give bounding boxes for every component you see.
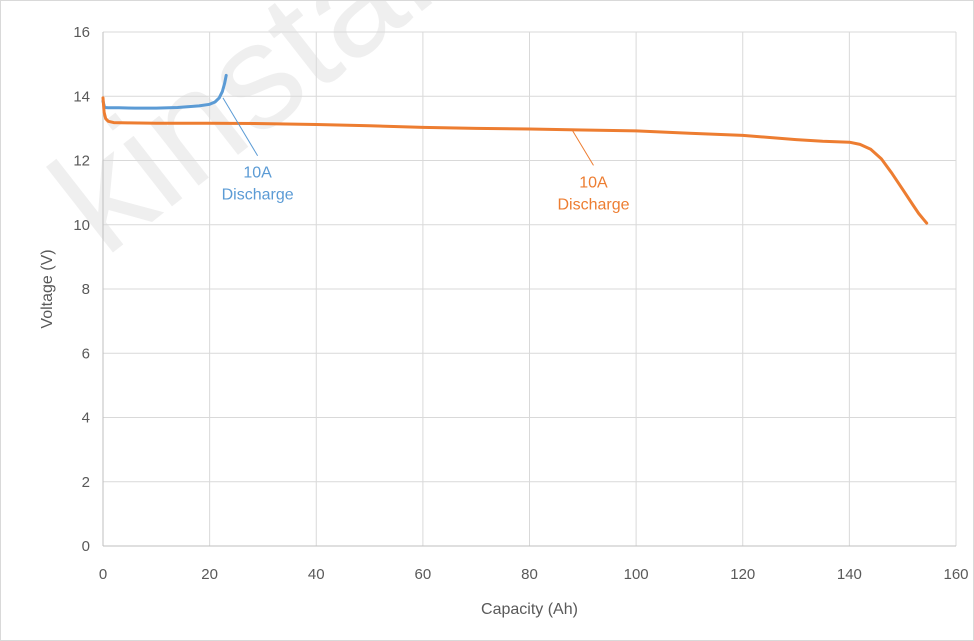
annotation-sublabel-2: Discharge: [557, 196, 629, 213]
y-tick-label: 0: [82, 538, 90, 555]
annotation-leader-2: [571, 129, 594, 166]
annotation-sublabel-1: Discharge: [222, 187, 294, 204]
x-tick-label: 20: [201, 566, 218, 583]
y-tick-label: 8: [82, 281, 90, 298]
y-tick-label: 6: [82, 345, 90, 362]
x-tick-label: 120: [730, 566, 755, 583]
x-tick-label: 140: [837, 566, 862, 583]
gridlines: [103, 31, 957, 546]
y-tick-label: 2: [82, 474, 90, 491]
x-tick-label: 100: [624, 566, 649, 583]
annotation-leader-1: [222, 97, 259, 156]
y-tick-label: 4: [82, 410, 90, 427]
y-tick-label: 10: [73, 217, 90, 234]
y-tick-label: 16: [73, 24, 90, 41]
y-tick-label: 14: [73, 88, 90, 105]
annotation-label-1: 10A: [243, 165, 272, 182]
x-axis-title: Capacity (Ah): [481, 601, 578, 618]
x-tick-label: 80: [521, 566, 538, 583]
y-axis-title: Voltage (V): [39, 249, 56, 328]
y-tick-label: 12: [73, 153, 90, 170]
series-line-1: [101, 73, 228, 110]
series-line-2: [101, 96, 929, 225]
series-lines: [101, 73, 929, 225]
x-tick-label: 0: [99, 566, 107, 583]
annotations: 10A Discharge 10A Discharge: [222, 97, 630, 213]
x-tick-label: 40: [308, 566, 325, 583]
x-tick-label: 60: [415, 566, 432, 583]
annotation-label-2: 10A: [579, 174, 608, 191]
x-tick-label: 160: [943, 566, 968, 583]
